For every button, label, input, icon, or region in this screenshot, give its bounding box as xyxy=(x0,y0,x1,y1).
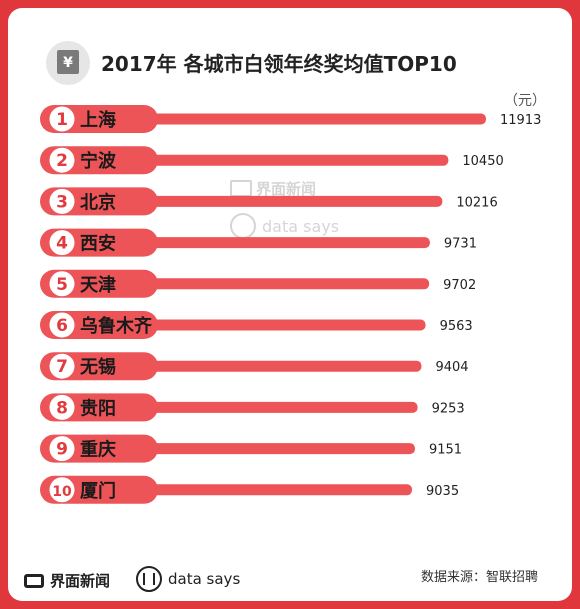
rank-label: 3 xyxy=(56,192,68,212)
category-label: 乌鲁木齐 xyxy=(80,315,153,337)
rank-label: 7 xyxy=(56,357,68,377)
value-label: 9151 xyxy=(429,443,462,458)
footer-brand: 界面新闻 xyxy=(50,572,111,590)
bar xyxy=(100,360,422,372)
rank-label: 2 xyxy=(56,151,68,171)
bar-row: 1 上海 11913 xyxy=(40,105,541,133)
rank-badge xyxy=(49,436,75,462)
rank-badge xyxy=(49,147,75,173)
bar xyxy=(100,401,418,413)
news-logo-icon xyxy=(24,573,44,588)
value-label: 11913 xyxy=(500,113,541,128)
bar xyxy=(100,237,430,249)
bar-row: 9 重庆 9151 xyxy=(40,434,462,463)
rank-label: 8 xyxy=(56,398,68,418)
rank-badge xyxy=(49,230,75,256)
value-label: 9035 xyxy=(426,484,459,499)
watermark-tagline: data says xyxy=(262,216,340,236)
bar xyxy=(100,319,426,331)
bar xyxy=(100,195,443,207)
rank-badge xyxy=(49,394,75,420)
bar-row: 2 宁波 10450 xyxy=(40,146,504,175)
unit-label: （元） xyxy=(504,93,546,109)
category-label: 无锡 xyxy=(80,356,116,378)
category-label: 上海 xyxy=(80,109,116,131)
value-label: 9253 xyxy=(432,401,465,416)
value-label: 9404 xyxy=(435,360,468,375)
rank-label: 5 xyxy=(56,275,68,295)
category-label: 重庆 xyxy=(80,439,116,461)
bar-row: 4 西安 9731 xyxy=(40,228,477,257)
bar xyxy=(100,484,412,496)
footer: 界面新闻 data says 数据来源：智联招聘 xyxy=(8,560,572,600)
rank-badge xyxy=(49,271,75,297)
bar-row: 10 厦门 9035 xyxy=(40,475,459,504)
category-label: 西安 xyxy=(80,233,116,255)
rank-label: 10 xyxy=(52,484,72,500)
rank-label: 6 xyxy=(56,316,68,336)
bar-row: 3 北京 10216 xyxy=(40,187,498,216)
value-label: 10216 xyxy=(456,195,497,210)
bar-row: 7 无锡 9404 xyxy=(40,352,469,381)
watermark-brand: 界面新闻 xyxy=(256,180,317,198)
bar-row: 6 乌鲁木齐 9563 xyxy=(40,311,473,339)
rank-label: 1 xyxy=(56,110,68,130)
rank-badge xyxy=(49,353,75,379)
bar-row: 8 贵阳 9253 xyxy=(40,393,465,422)
value-label: 9563 xyxy=(440,319,473,334)
chart-title: 2017年 各城市白领年终奖均值TOP10 xyxy=(101,52,457,76)
category-label: 宁波 xyxy=(80,150,117,172)
rank-badge xyxy=(49,106,75,132)
bar xyxy=(100,154,449,166)
value-label: 9731 xyxy=(444,237,477,252)
data-source: 数据来源：智联招聘 xyxy=(420,570,538,585)
rank-badge xyxy=(49,477,75,503)
category-label: 厦门 xyxy=(80,480,116,502)
bar xyxy=(100,278,430,290)
category-label: 北京 xyxy=(80,191,116,213)
rank-badge xyxy=(49,312,75,338)
bar-row: 5 天津 9702 xyxy=(40,269,476,298)
bar xyxy=(100,443,415,455)
category-label: 贵阳 xyxy=(80,398,116,419)
yen-note-icon: ¥ xyxy=(46,41,90,85)
value-label: 9702 xyxy=(443,278,476,293)
footer-tagline: data says xyxy=(168,570,241,588)
value-label: 10450 xyxy=(462,154,503,169)
rank-label: 9 xyxy=(56,440,68,460)
rank-label: 4 xyxy=(56,234,68,254)
data-says-logo-icon xyxy=(136,566,162,592)
bar xyxy=(100,113,486,125)
rank-badge xyxy=(49,188,75,214)
category-label: 天津 xyxy=(80,274,116,296)
